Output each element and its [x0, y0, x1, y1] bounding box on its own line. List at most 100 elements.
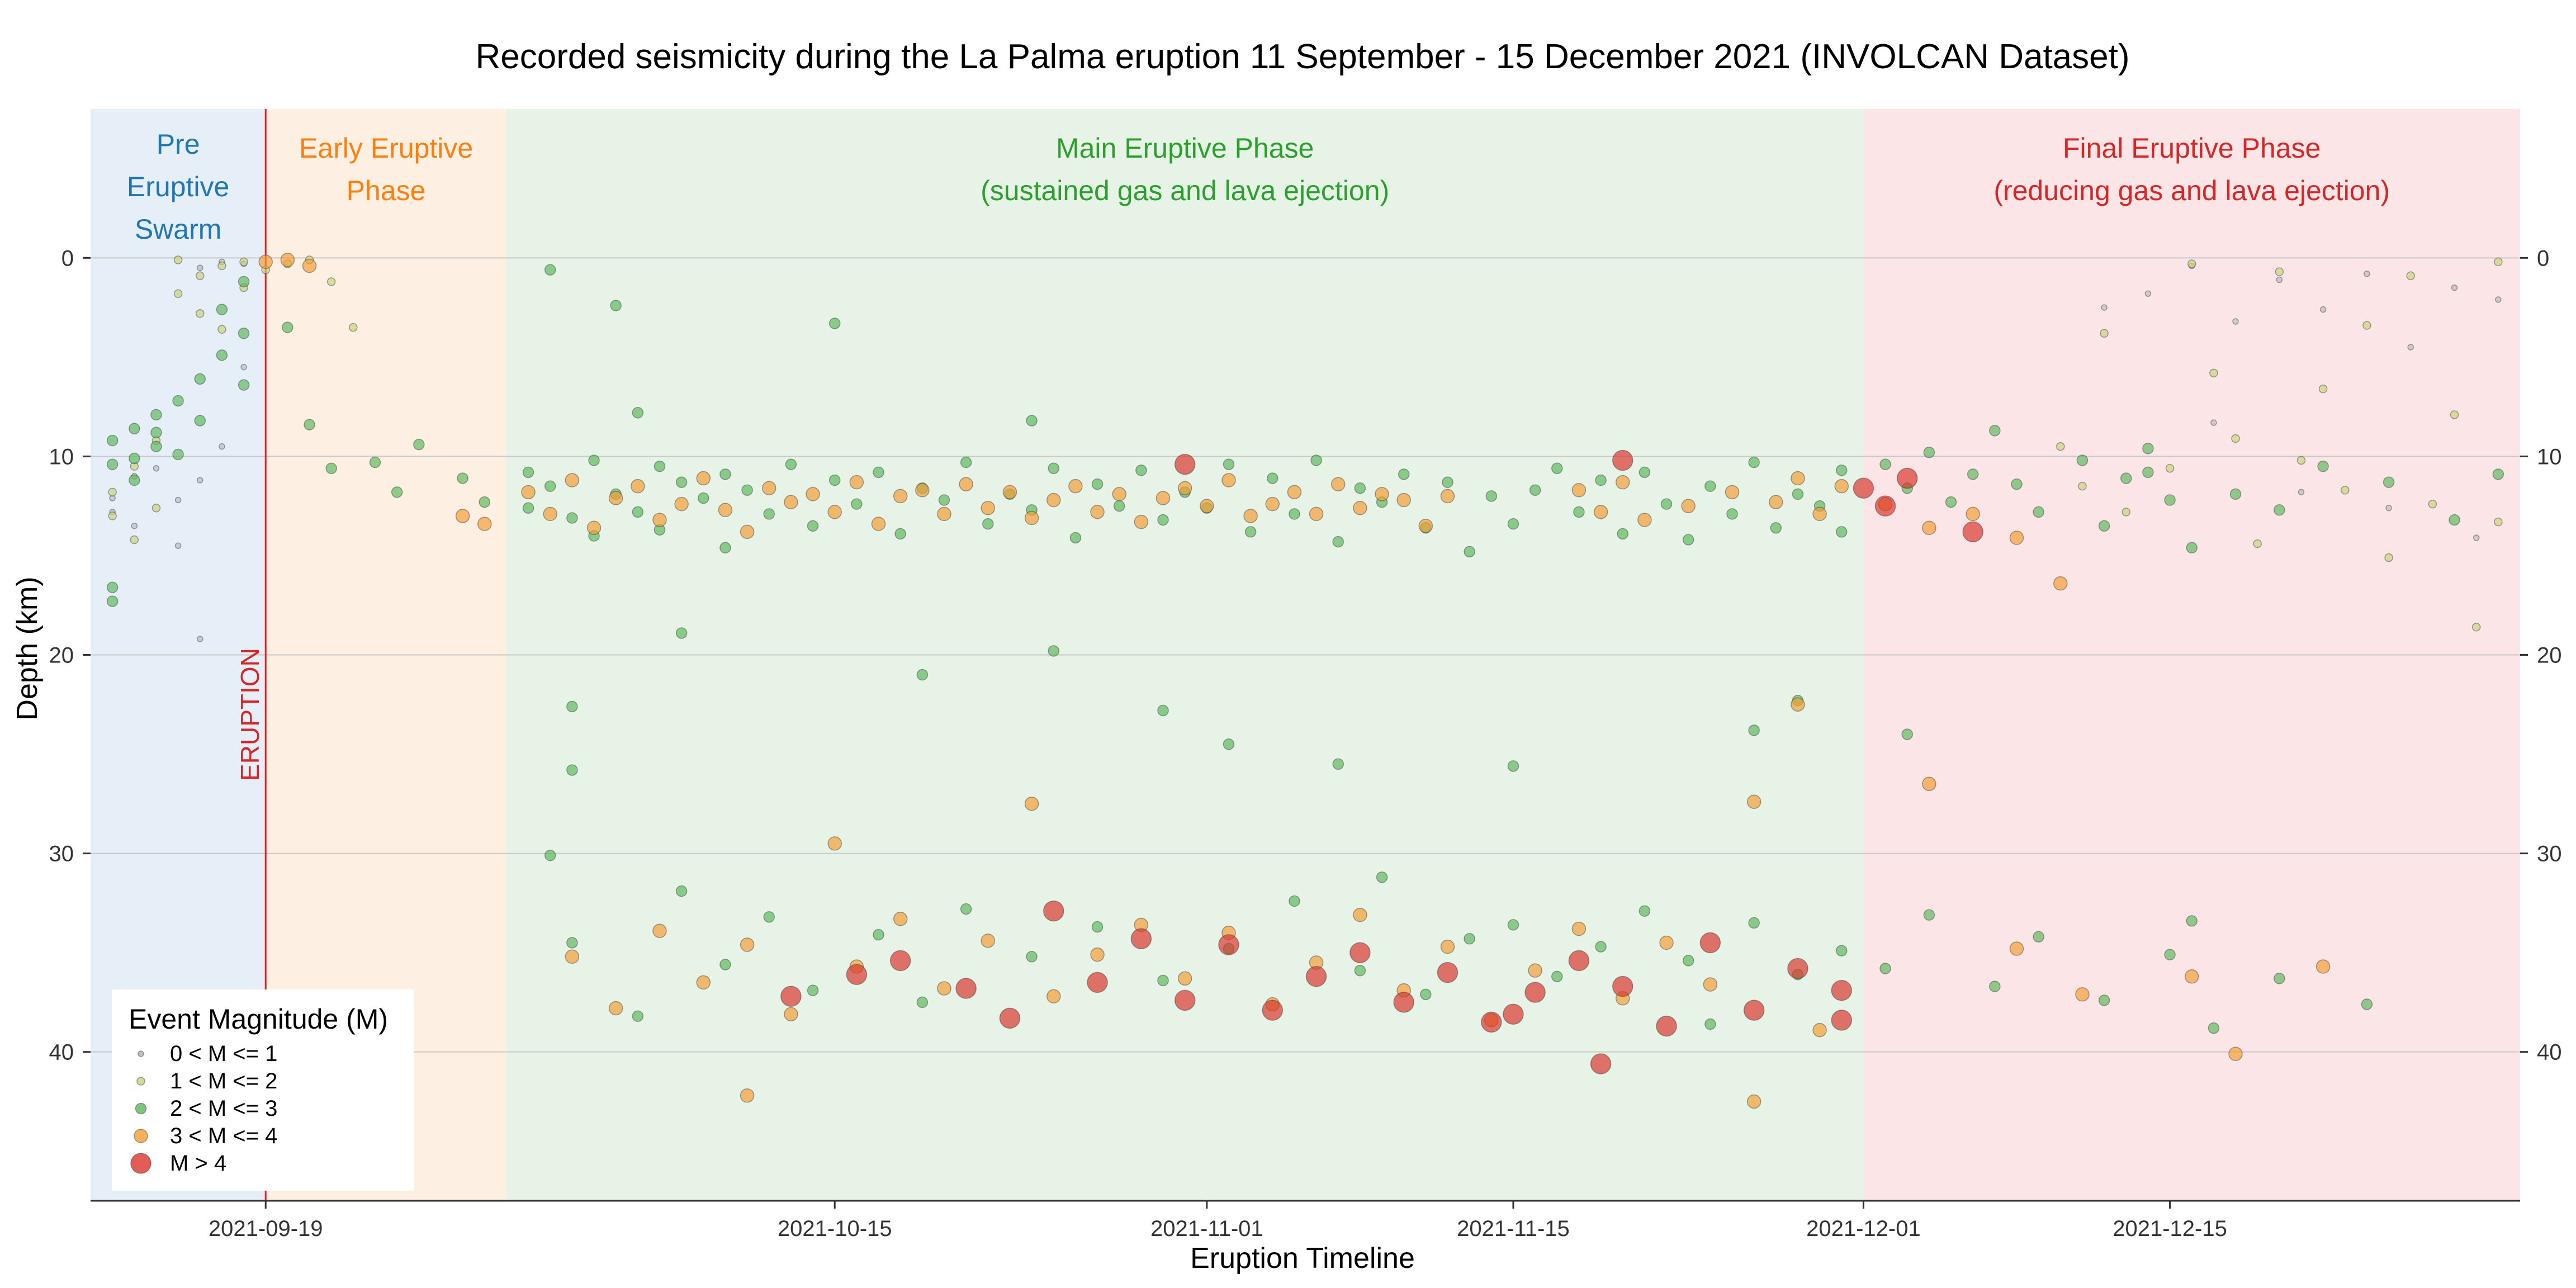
point-1-m-2-12 [217, 325, 226, 334]
point-2-m-3-33 [566, 700, 578, 713]
point-2-m-3-70 [1135, 465, 1147, 476]
point-3-m-4-66 [652, 924, 667, 938]
point-2-m-3-43 [675, 476, 688, 488]
point-3-m-4-32 [1090, 505, 1105, 519]
point-2-m-3-160 [2142, 466, 2154, 479]
point-3-m-4-60 [1922, 520, 1936, 535]
phase-label-1-line-1: Pre [157, 129, 200, 160]
point-2-m-3-8 [150, 409, 162, 421]
point-m-4-11 [1262, 1000, 1284, 1021]
point-2-m-3-20 [282, 321, 293, 333]
point-2-m-3-169 [1901, 728, 1913, 740]
point-3-m-4-73 [937, 981, 951, 996]
point-0-m-1-15 [2101, 304, 2108, 311]
point-3-m-4-90 [1659, 935, 1674, 950]
point-m-4-18 [1568, 950, 1590, 972]
point-2-m-3-110 [544, 849, 556, 861]
point-3-m-4-53 [1681, 499, 1696, 513]
point-2-m-3-29 [522, 502, 534, 514]
point-2-m-3-24 [391, 486, 403, 498]
point-2-m-3-53 [828, 318, 841, 329]
point-0-m-1-27 [2385, 504, 2392, 512]
phase-label-1-line-3: Swarm [135, 214, 222, 245]
y-tick-label-right-30: 30 [2537, 842, 2562, 866]
point-2-m-3-44 [675, 627, 688, 639]
point-0-m-1-23 [2451, 284, 2458, 291]
x-tick-label-2021-12-15: 2021-12-15 [2113, 1216, 2227, 1241]
point-2-m-3-5 [129, 423, 140, 434]
point-2-m-3-159 [2142, 442, 2154, 454]
point-2-m-3-41 [654, 460, 666, 472]
point-2-m-3-105 [1792, 488, 1804, 500]
point-2-m-3-14 [194, 415, 206, 427]
point-3-m-4-45 [1375, 487, 1389, 501]
point-m-4-15 [1437, 962, 1459, 983]
point-3-m-4-2 [280, 253, 295, 267]
point-2-m-3-64 [1026, 415, 1038, 427]
point-3-m-4-43 [1330, 477, 1346, 491]
point-3-m-4-52 [1637, 513, 1652, 527]
point-2-m-3-154 [2011, 478, 2023, 490]
point-2-m-3-31 [544, 264, 556, 276]
point-m-4-8 [1130, 928, 1152, 950]
point-m-4-2 [846, 964, 868, 985]
point-2-m-3-156 [2076, 454, 2089, 466]
point-2-m-3-146 [2274, 973, 2285, 984]
point-2-m-3-147 [2361, 998, 2373, 1010]
point-3-m-4-3 [302, 258, 317, 273]
point-2-m-3-163 [2229, 488, 2242, 500]
point-2-m-3-89 [1485, 490, 1498, 502]
point-2-m-3-47 [719, 542, 731, 554]
legend-label-5: M > 4 [170, 1151, 226, 1176]
point-m-4-22 [1743, 1000, 1765, 1021]
point-3-m-4-70 [827, 836, 842, 851]
point-3-m-4-22 [871, 517, 886, 531]
series-3-m-4 [258, 253, 2331, 1109]
point-m-4-12 [1305, 965, 1327, 987]
point-2-m-3-118 [916, 996, 929, 1008]
point-3-m-4-7 [543, 506, 557, 522]
point-1-m-2-33 [2362, 321, 2371, 330]
point-2-m-3-15 [216, 304, 228, 315]
point-2-m-3-108 [1836, 465, 1848, 476]
point-2-m-3-135 [1748, 917, 1760, 929]
point-2-m-3-113 [675, 885, 688, 897]
point-2-m-3-4 [106, 595, 119, 607]
point-3-m-4-9 [586, 520, 602, 535]
gridlines [91, 257, 2520, 1053]
point-2-m-3-80 [1310, 454, 1322, 466]
point-1-m-2-39 [2494, 257, 2503, 267]
point-m-4-16 [1481, 1011, 1502, 1033]
point-2-m-3-130 [1551, 970, 1563, 982]
point-2-m-3-114 [719, 959, 731, 970]
point-2-m-3-9 [150, 441, 162, 452]
point-m-4-19 [1612, 976, 1633, 997]
point-3-m-4-16 [740, 524, 755, 539]
point-1-m-2-37 [2450, 410, 2459, 419]
point-2-m-3-137 [1836, 945, 1848, 956]
point-3-m-4-94 [1812, 1022, 1827, 1038]
point-3-m-4-64 [565, 949, 580, 964]
point-3-m-4-11 [631, 479, 645, 494]
point-2-m-3-2 [106, 434, 119, 447]
point-2-m-3-17 [238, 328, 250, 339]
point-2-m-3-124 [1289, 895, 1300, 907]
point-2-m-3-82 [1332, 758, 1344, 770]
point-3-m-4-47 [1418, 518, 1433, 533]
point-2-m-3-155 [2033, 506, 2044, 518]
x-tick-label-2021-10-15: 2021-10-15 [778, 1216, 892, 1241]
point-1-m-2-40 [2494, 517, 2503, 527]
point-2-m-3-12 [172, 395, 184, 407]
point-3-m-4-31 [1068, 479, 1083, 494]
point-2-m-3-167 [2449, 514, 2460, 526]
point-3-m-4-39 [1243, 509, 1258, 523]
point-3-m-4-57 [1812, 506, 1827, 522]
point-2-m-3-38 [610, 300, 622, 311]
point-2-m-3-103 [1748, 724, 1760, 736]
point-m-4-33 [1831, 1010, 1853, 1031]
point-3-m-4-67 [696, 975, 711, 990]
point-3-m-4-24 [915, 483, 930, 498]
phase-label-2-line-2: Phase [347, 175, 426, 206]
phase-label-2-line-1: Early Eruptive [299, 132, 473, 164]
point-3-m-4-6 [521, 485, 536, 500]
